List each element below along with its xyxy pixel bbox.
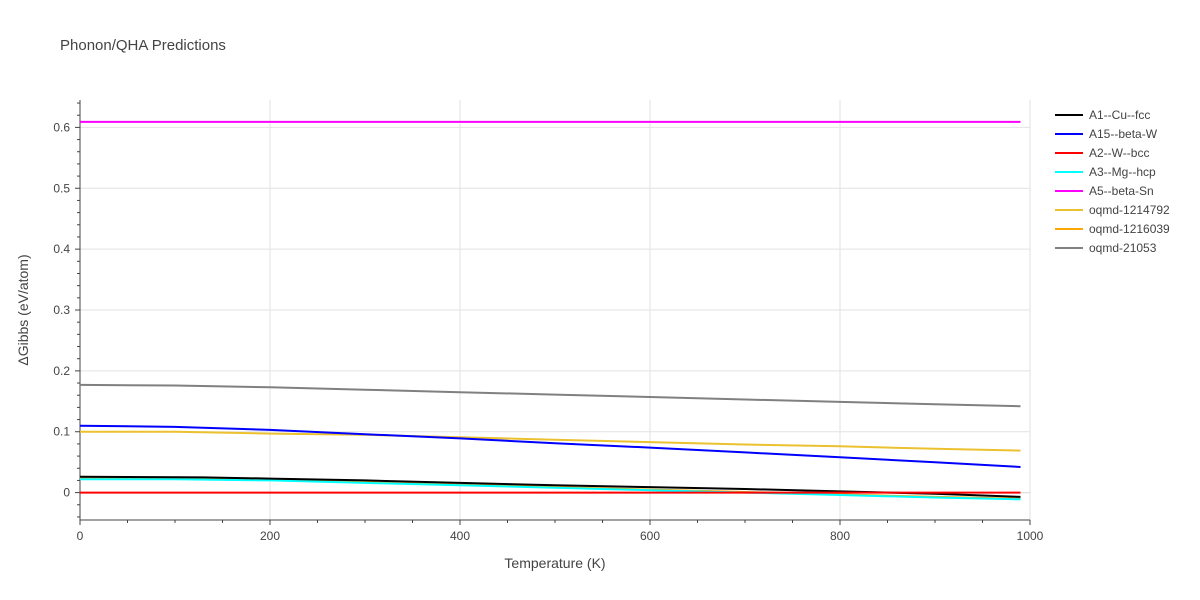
x-tick-label: 1000 — [1017, 529, 1044, 543]
x-tick-label: 800 — [830, 529, 850, 543]
legend[interactable]: A1--Cu--fcc A15--beta-W A2--W--bcc A3--Mg--… — [1055, 108, 1170, 255]
y-tick-label: 0.6 — [53, 120, 70, 134]
y-tick-label: 0.1 — [53, 425, 70, 439]
legend-label: oqmd-21053 — [1089, 241, 1157, 255]
x-axis-title: Temperature (K) — [504, 555, 605, 571]
legend-label: A3--Mg--hcp — [1089, 165, 1156, 179]
x-tick-label: 400 — [450, 529, 470, 543]
y-tick-label: 0.2 — [53, 364, 70, 378]
legend-item[interactable]: A15--beta-W — [1055, 127, 1158, 141]
legend-item[interactable]: A5--beta-Sn — [1055, 184, 1154, 198]
legend-item[interactable]: A1--Cu--fcc — [1055, 108, 1150, 122]
grid — [80, 100, 1031, 520]
legend-item[interactable]: oqmd-21053 — [1055, 241, 1157, 255]
legend-item[interactable]: oqmd-1216039 — [1055, 222, 1170, 236]
legend-item[interactable]: A3--Mg--hcp — [1055, 165, 1156, 179]
chart-title: Phonon/QHA Predictions — [60, 37, 226, 54]
x-tick-label: 0 — [77, 529, 84, 543]
y-axis-title: ΔGibbs (eV/atom) — [15, 254, 31, 365]
legend-label: A5--beta-Sn — [1089, 184, 1154, 198]
y-tick-label: 0.4 — [53, 242, 70, 256]
x-tick-label: 200 — [260, 529, 280, 543]
series-group — [79, 120, 1021, 501]
y-tick-label: 0.3 — [53, 303, 70, 317]
legend-label: A1--Cu--fcc — [1089, 108, 1150, 122]
series-line-A15--beta-W — [79, 424, 1021, 468]
series-line-A3--Mg--hcp — [80, 478, 1021, 501]
legend-item[interactable]: A2--W--bcc — [1055, 146, 1149, 160]
legend-item[interactable]: oqmd-1214792 — [1055, 203, 1170, 217]
series-line-oqmd-21053 — [79, 383, 1021, 408]
legend-label: A15--beta-W — [1089, 127, 1158, 141]
y-tick-label: 0.5 — [53, 181, 70, 195]
legend-label: oqmd-1214792 — [1089, 203, 1170, 217]
legend-label: oqmd-1216039 — [1089, 222, 1170, 236]
legend-label: A2--W--bcc — [1089, 146, 1149, 160]
y-tick-label: 0 — [63, 486, 70, 500]
x-tick-label: 600 — [640, 529, 660, 543]
axes: 0 200 400 600 800 1000 0 0.1 0.2 0.3 0.4 0.5 0.6 — [53, 100, 1044, 543]
series-line-oqmd-1214792 — [80, 430, 1021, 452]
